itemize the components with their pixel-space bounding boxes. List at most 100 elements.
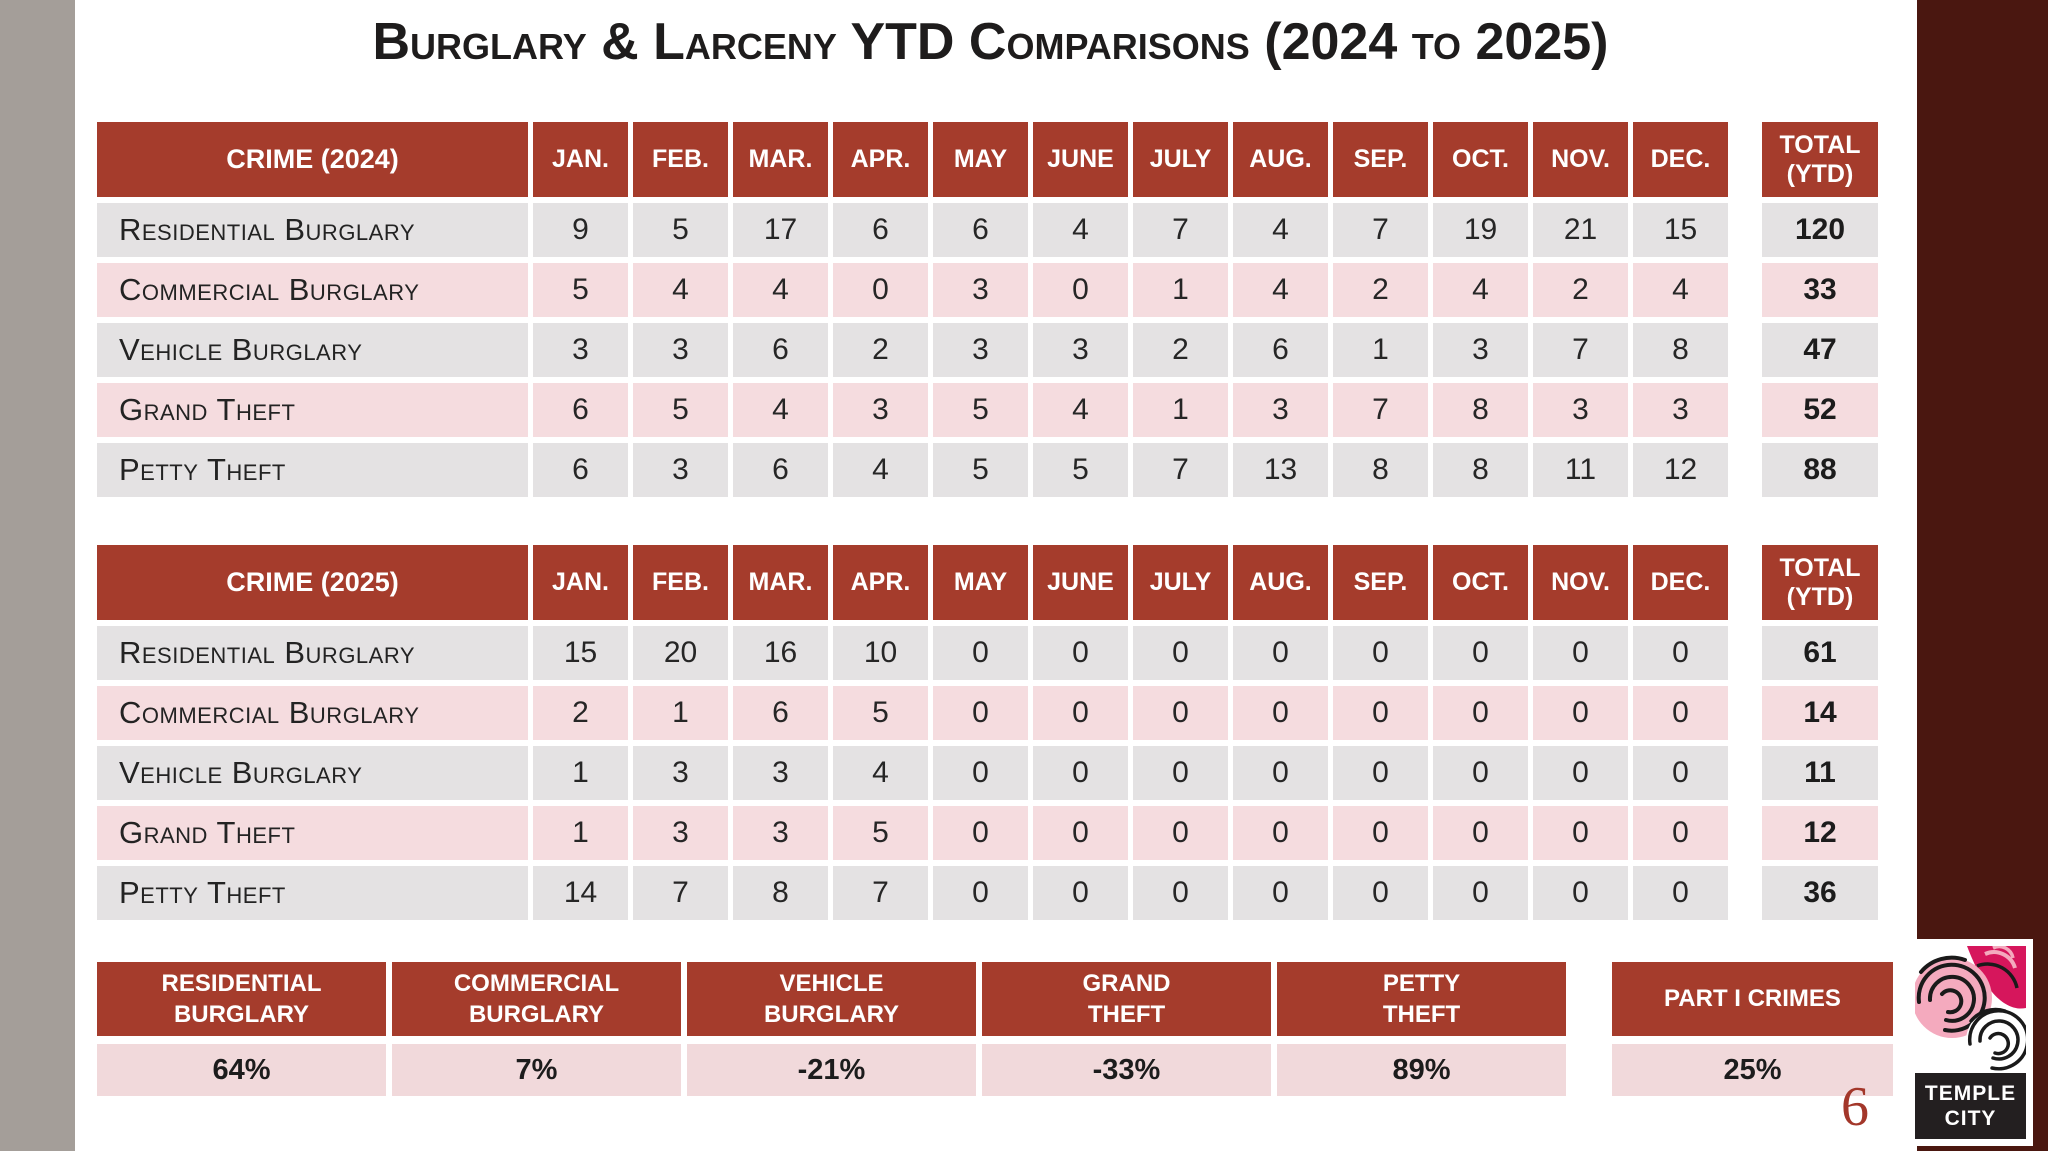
value-cell: 7	[1333, 203, 1428, 257]
value-cell: 0	[1433, 686, 1528, 740]
crime-name-cell: Grand Theft	[97, 383, 528, 437]
value-cell: 6	[733, 323, 828, 377]
value-cell: 3	[633, 806, 728, 860]
part1-crimes-summary: PART I CRIMES 25%	[1612, 962, 1893, 1096]
value-cell: 1	[633, 686, 728, 740]
value-cell: 16	[733, 626, 828, 680]
value-cell: 0	[933, 866, 1028, 920]
value-cell: 0	[1033, 263, 1128, 317]
value-cell: 4	[1633, 263, 1728, 317]
crime-name-cell: Residential Burglary	[97, 203, 528, 257]
value-cell: 0	[1533, 746, 1628, 800]
value-cell: 0	[1533, 626, 1628, 680]
month-header: NOV.	[1533, 545, 1628, 620]
value-cell: 3	[1533, 383, 1628, 437]
value-cell: 2	[833, 323, 928, 377]
value-cell: 0	[1033, 746, 1128, 800]
row-spacer	[1733, 686, 1757, 740]
summary-header: RESIDENTIAL BURGLARY	[97, 962, 386, 1036]
value-cell: 7	[1133, 203, 1228, 257]
crime-name-cell: Residential Burglary	[97, 626, 528, 680]
summary-percent: 64%	[97, 1044, 386, 1096]
value-cell: 6	[933, 203, 1028, 257]
value-cell: 0	[1033, 806, 1128, 860]
value-cell: 1	[533, 806, 628, 860]
value-cell: 5	[833, 806, 928, 860]
part1-crimes-percent: 25%	[1612, 1044, 1893, 1096]
value-cell: 7	[1133, 443, 1228, 497]
month-header: AUG.	[1233, 545, 1328, 620]
value-cell: 20	[633, 626, 728, 680]
row-spacer	[1733, 203, 1757, 257]
value-cell: 0	[1433, 626, 1528, 680]
value-cell: 0	[1133, 866, 1228, 920]
month-header: FEB.	[633, 122, 728, 197]
value-cell: 0	[933, 806, 1028, 860]
value-cell: 7	[1533, 323, 1628, 377]
value-cell: 3	[533, 323, 628, 377]
month-header: APR.	[833, 122, 928, 197]
value-cell: 3	[633, 443, 728, 497]
value-cell: 7	[1333, 383, 1428, 437]
crime-name-cell: Grand Theft	[97, 806, 528, 860]
value-cell: 0	[1133, 746, 1228, 800]
row-spacer	[1733, 323, 1757, 377]
value-cell: 0	[933, 686, 1028, 740]
value-cell: 0	[1533, 806, 1628, 860]
value-cell: 6	[533, 443, 628, 497]
value-cell: 14	[533, 866, 628, 920]
value-cell: 5	[833, 686, 928, 740]
slide-title: Burglary & Larceny YTD Comparisons (2024…	[372, 13, 1609, 71]
value-cell: 2	[1533, 263, 1628, 317]
temple-city-logo: TEMPLE CITY	[1908, 939, 2033, 1146]
value-cell: 4	[1433, 263, 1528, 317]
value-cell: 15	[533, 626, 628, 680]
month-header: OCT.	[1433, 122, 1528, 197]
value-cell: 8	[1633, 323, 1728, 377]
value-cell: 0	[1333, 746, 1428, 800]
row-spacer	[1733, 866, 1757, 920]
value-cell: 6	[1233, 323, 1328, 377]
value-cell: 5	[533, 263, 628, 317]
row-spacer	[1733, 443, 1757, 497]
camellia-flower-icon	[1912, 944, 2032, 1074]
total-cell: 14	[1762, 686, 1878, 740]
summary-header: PETTY THEFT	[1277, 962, 1566, 1036]
month-header: MAR.	[733, 122, 828, 197]
value-cell: 3	[733, 746, 828, 800]
value-cell: 3	[933, 323, 1028, 377]
month-header: JAN.	[533, 545, 628, 620]
value-cell: 19	[1433, 203, 1528, 257]
value-cell: 2	[533, 686, 628, 740]
table-header-crime: CRIME (2025)	[97, 545, 528, 620]
value-cell: 2	[1133, 323, 1228, 377]
month-header: APR.	[833, 545, 928, 620]
value-cell: 0	[833, 263, 928, 317]
month-header: JULY	[1133, 122, 1228, 197]
value-cell: 9	[533, 203, 628, 257]
month-header: MAY	[933, 545, 1028, 620]
value-cell: 0	[1533, 866, 1628, 920]
value-cell: 1	[533, 746, 628, 800]
month-header: SEP.	[1333, 545, 1428, 620]
value-cell: 0	[1233, 626, 1328, 680]
crime-name-cell: Vehicle Burglary	[97, 323, 528, 377]
logo-line2: CITY	[1944, 1107, 1997, 1130]
value-cell: 3	[1033, 323, 1128, 377]
value-cell: 0	[1433, 806, 1528, 860]
value-cell: 0	[933, 746, 1028, 800]
value-cell: 12	[1633, 443, 1728, 497]
value-cell: 6	[533, 383, 628, 437]
value-cell: 5	[933, 383, 1028, 437]
value-cell: 0	[1233, 866, 1328, 920]
row-spacer	[1733, 806, 1757, 860]
value-cell: 0	[1233, 746, 1328, 800]
crime-name-cell: Vehicle Burglary	[97, 746, 528, 800]
value-cell: 0	[1033, 866, 1128, 920]
table-header-crime: CRIME (2024)	[97, 122, 528, 197]
month-header: DEC.	[1633, 545, 1728, 620]
value-cell: 0	[1433, 746, 1528, 800]
value-cell: 21	[1533, 203, 1628, 257]
crime-name-cell: Petty Theft	[97, 443, 528, 497]
value-cell: 4	[833, 746, 928, 800]
